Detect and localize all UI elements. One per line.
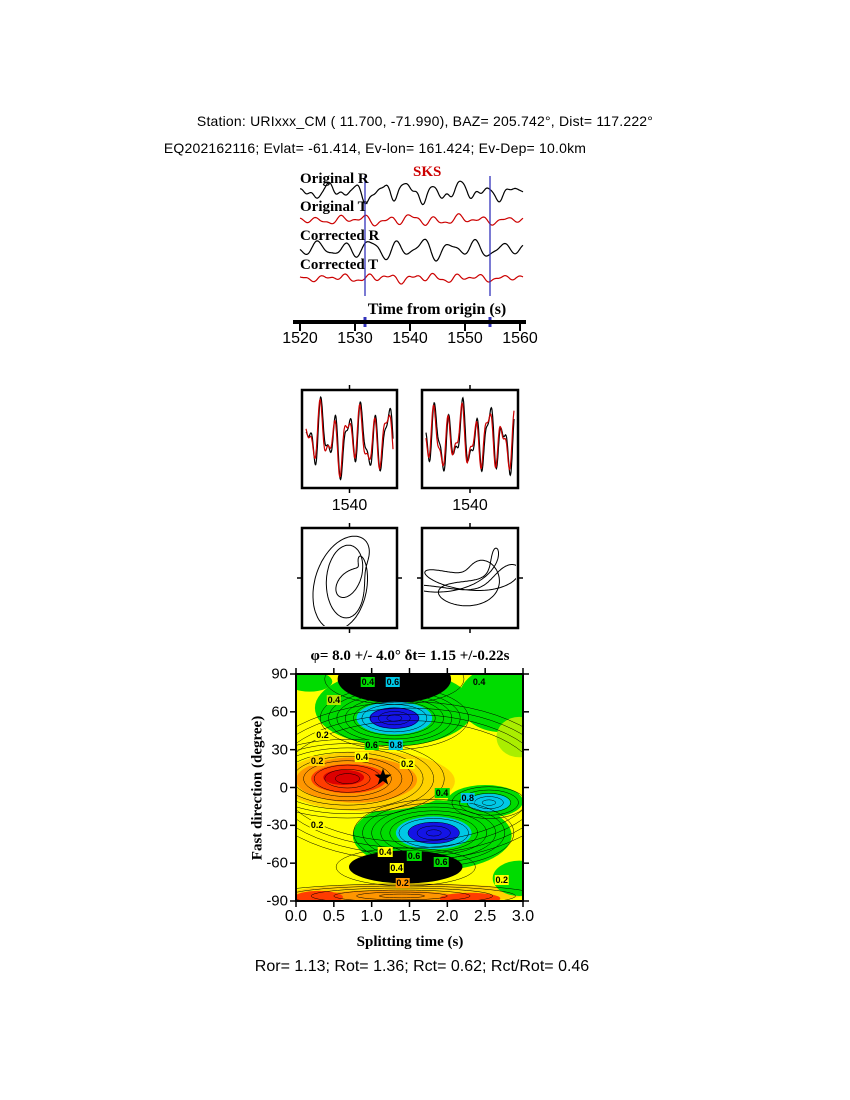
contour-level-label-3: 0.4	[471, 676, 487, 687]
header-event-line: EQ202162116; Evlat= -61.414, Ev-lon= 161…	[163, 140, 587, 156]
trace-label-1: Original T	[300, 199, 368, 215]
contour-level-label-17: 0.2	[395, 878, 410, 889]
contour-ytick-5: -60	[266, 854, 288, 872]
contour-ytick-1: 60	[271, 703, 288, 721]
contour-ylabel: Fast direction (degree)	[249, 715, 266, 861]
result-ratios-text: Ror= 1.13; Rot= 1.36; Rct= 0.62; Rct/Rot…	[254, 958, 590, 975]
contour-level-label-11: 0.8	[460, 792, 476, 803]
contour-level-label-14: 0.6	[406, 850, 422, 861]
contour-xlabel: Splitting time (s)	[356, 934, 464, 950]
trace-label-3: Corrected T	[300, 257, 379, 273]
contour-ytick-2: 30	[271, 741, 288, 759]
time-tick-0: 1520	[282, 330, 318, 347]
contour-xtick-5: 2.5	[474, 908, 497, 925]
contour-level-label-6: 0.8	[388, 739, 404, 750]
contour-level-label-7: 0.4	[354, 752, 370, 763]
contour-ytick-0: 90	[271, 665, 288, 683]
contour-level-label-2: 0.6	[385, 676, 401, 687]
phase-label-sks: SKS	[413, 164, 442, 180]
trace-label-2: Corrected R	[300, 228, 380, 244]
time-tick-1: 1530	[337, 330, 373, 347]
contour-ytick-6: -90	[266, 892, 288, 910]
zoom-tick-0: 1540	[331, 497, 368, 514]
contour-level-label-18: 0.2	[494, 874, 510, 885]
trace-label-0: Original R	[300, 171, 369, 187]
contour-level-label-15: 0.4	[389, 863, 404, 874]
contour-xtick-3: 1.5	[398, 908, 421, 925]
contour-level-label-1: 0.4	[360, 676, 376, 687]
contour-level-label-5: 0.6	[364, 739, 379, 750]
contour-title: φ= 8.0 +/- 4.0° δt= 1.15 +/-0.22s	[310, 648, 510, 664]
time-tick-3: 1550	[447, 330, 483, 347]
contour-level-label-4: 0.2	[315, 729, 330, 740]
time-tick-2: 1540	[392, 330, 428, 347]
contour-xtick-1: 0.5	[322, 908, 345, 925]
contour-level-label-8: 0.2	[399, 758, 415, 769]
contour-xtick-4: 2.0	[436, 908, 459, 925]
contour-ytick-4: -30	[266, 816, 288, 834]
contour-xtick-2: 1.0	[360, 908, 383, 925]
time-axis-label: Time from origin (s)	[367, 301, 507, 318]
time-tick-4: 1560	[502, 330, 538, 347]
contour-level-label-12: 0.2	[309, 820, 325, 831]
contour-level-label-16: 0.6	[434, 856, 449, 867]
contour-level-label-9: 0.2	[309, 756, 325, 767]
contour-xtick-6: 3.0	[511, 908, 535, 925]
contour-xtick-0: 0.0	[284, 908, 308, 925]
contour-level-label-13: 0.4	[378, 846, 393, 857]
header-station-line: Station: URIxxx_CM ( 11.700, -71.990), B…	[196, 113, 654, 129]
zoom-tick-1: 1540	[452, 497, 488, 514]
contour-ytick-3: 0	[279, 779, 288, 796]
contour-level-label-0: 0.4	[326, 695, 342, 706]
contour-level-label-10: 0.4	[434, 787, 450, 798]
